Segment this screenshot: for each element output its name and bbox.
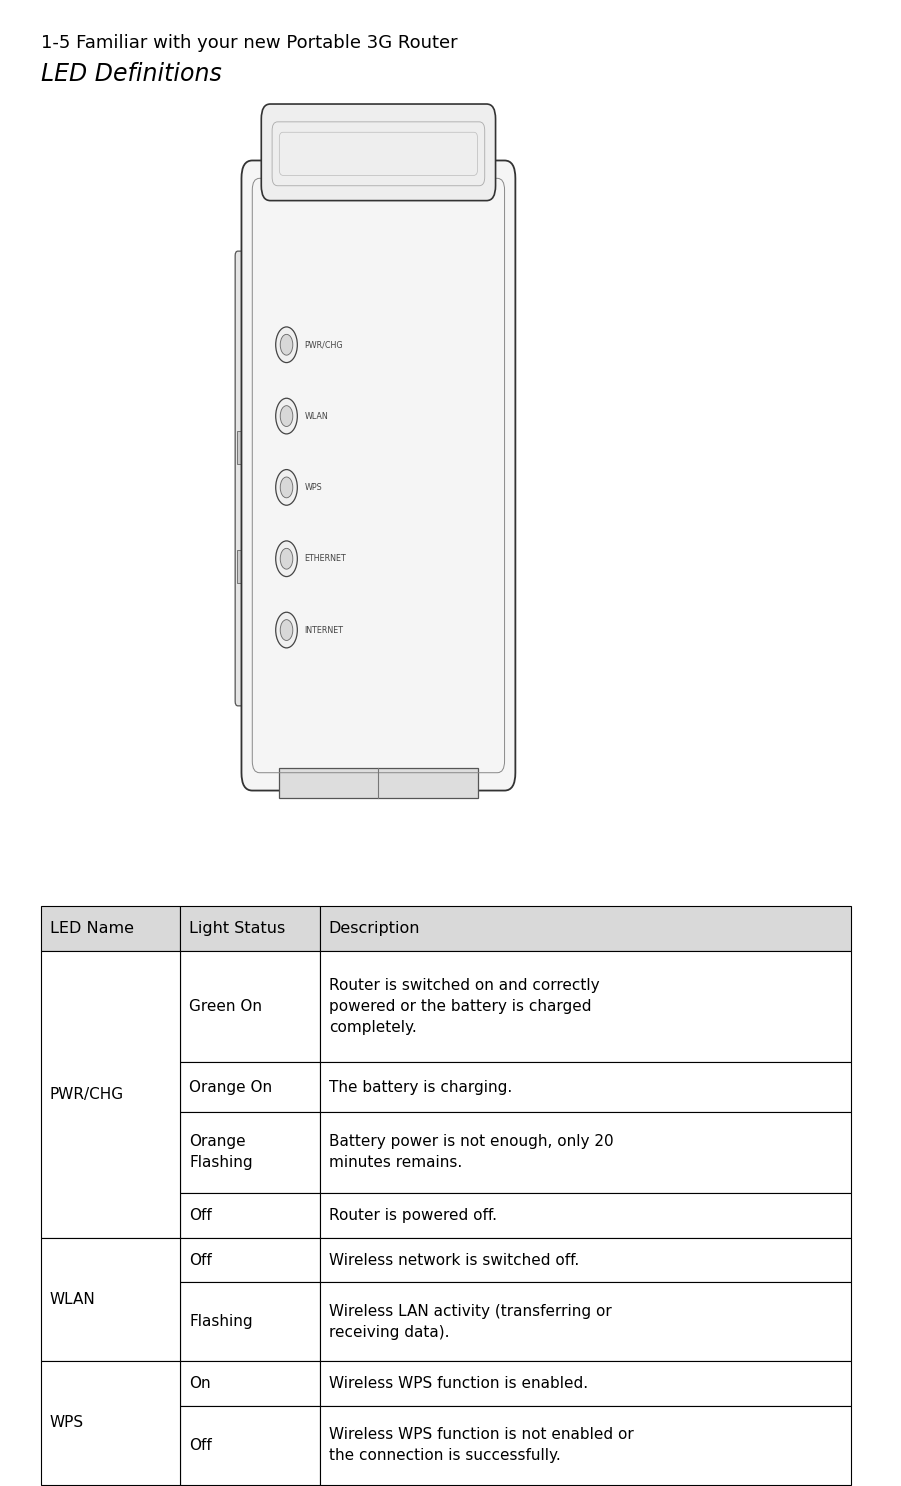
Bar: [320, 1361, 851, 1406]
Ellipse shape: [276, 541, 297, 577]
Bar: [320, 1282, 851, 1361]
Text: Router is switched on and correctly
powered or the battery is charged
completely: Router is switched on and correctly powe…: [329, 978, 599, 1036]
Text: INTERNET: INTERNET: [305, 626, 343, 635]
Ellipse shape: [280, 620, 293, 640]
Text: LED Name: LED Name: [50, 921, 133, 936]
Bar: [180, 1062, 320, 1112]
FancyBboxPatch shape: [235, 251, 257, 706]
Bar: [320, 1238, 851, 1282]
Text: ETHERNET: ETHERNET: [305, 554, 346, 563]
Text: WLAN: WLAN: [50, 1291, 96, 1308]
Ellipse shape: [280, 406, 293, 426]
Text: Off: Off: [189, 1208, 212, 1223]
Bar: [320, 1112, 851, 1193]
Text: Orange On: Orange On: [189, 1079, 272, 1095]
Ellipse shape: [276, 398, 297, 434]
FancyBboxPatch shape: [261, 104, 496, 201]
Bar: [180, 1112, 320, 1193]
Text: Off: Off: [189, 1437, 212, 1453]
Text: The battery is charging.: The battery is charging.: [329, 1079, 512, 1095]
Text: 7: 7: [446, 1453, 455, 1468]
Bar: [180, 906, 320, 951]
Bar: [320, 1193, 851, 1238]
Ellipse shape: [276, 327, 297, 363]
Ellipse shape: [280, 477, 293, 498]
Text: Router is powered off.: Router is powered off.: [329, 1208, 496, 1223]
FancyBboxPatch shape: [241, 160, 515, 791]
Text: WLAN: WLAN: [305, 412, 328, 421]
Text: WPS: WPS: [50, 1415, 84, 1431]
Text: On: On: [189, 1376, 211, 1391]
Bar: [180, 1238, 320, 1282]
Ellipse shape: [280, 548, 293, 569]
Ellipse shape: [280, 334, 293, 355]
Bar: [41, 951, 180, 1238]
Text: Light Status: Light Status: [189, 921, 286, 936]
Bar: [180, 951, 320, 1062]
Bar: [41, 1238, 180, 1361]
Text: LED Definitions: LED Definitions: [41, 62, 222, 86]
Bar: [180, 1193, 320, 1238]
Text: Wireless network is switched off.: Wireless network is switched off.: [329, 1253, 579, 1268]
Bar: [41, 1361, 180, 1485]
Bar: [180, 1406, 320, 1485]
Bar: [237, 550, 250, 583]
Bar: [320, 1062, 851, 1112]
Bar: [320, 951, 851, 1062]
Text: Off: Off: [189, 1253, 212, 1268]
Bar: [180, 1282, 320, 1361]
Bar: [237, 431, 250, 464]
Text: PWR/CHG: PWR/CHG: [305, 340, 343, 349]
Text: 1-5 Familiar with your new Portable 3G Router: 1-5 Familiar with your new Portable 3G R…: [41, 34, 457, 52]
Bar: [320, 1406, 851, 1485]
Text: Battery power is not enough, only 20
minutes remains.: Battery power is not enough, only 20 min…: [329, 1134, 614, 1171]
Text: Orange
Flashing: Orange Flashing: [189, 1134, 253, 1171]
Text: Green On: Green On: [189, 999, 262, 1015]
Ellipse shape: [276, 612, 297, 648]
Bar: [279, 768, 478, 798]
Text: Wireless WPS function is not enabled or
the connection is successfully.: Wireless WPS function is not enabled or …: [329, 1427, 633, 1464]
Ellipse shape: [276, 470, 297, 505]
Bar: [320, 906, 851, 951]
Text: PWR/CHG: PWR/CHG: [50, 1086, 123, 1103]
Text: Wireless LAN activity (transferring or
receiving data).: Wireless LAN activity (transferring or r…: [329, 1303, 612, 1340]
Text: Flashing: Flashing: [189, 1314, 253, 1330]
Text: Wireless WPS function is enabled.: Wireless WPS function is enabled.: [329, 1376, 588, 1391]
Text: Description: Description: [329, 921, 421, 936]
Bar: [180, 1361, 320, 1406]
Bar: [41, 906, 180, 951]
Text: WPS: WPS: [305, 483, 323, 492]
